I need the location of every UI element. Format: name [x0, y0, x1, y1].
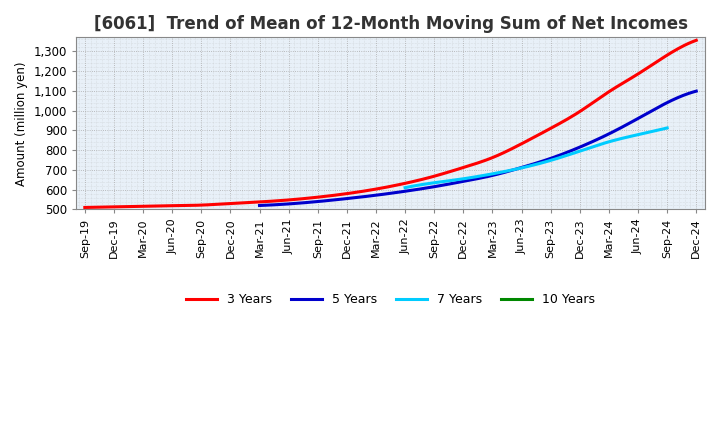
7 Years: [402, 185, 410, 190]
5 Years: [516, 165, 524, 171]
7 Years: [663, 125, 672, 131]
5 Years: [255, 203, 264, 208]
5 Years: [256, 203, 265, 208]
3 Years: [444, 169, 453, 175]
7 Years: [561, 153, 570, 158]
Title: [6061]  Trend of Mean of 12-Month Moving Sum of Net Incomes: [6061] Trend of Mean of 12-Month Moving …: [94, 15, 688, 33]
7 Years: [621, 135, 630, 140]
5 Years: [651, 106, 660, 111]
7 Years: [639, 131, 647, 136]
Y-axis label: Amount (million yen): Amount (million yen): [15, 61, 28, 186]
5 Years: [692, 88, 701, 94]
3 Years: [692, 38, 701, 43]
5 Years: [514, 166, 523, 171]
3 Years: [83, 205, 91, 210]
Line: 5 Years: 5 Years: [259, 91, 696, 205]
3 Years: [455, 166, 464, 172]
Line: 3 Years: 3 Years: [85, 40, 696, 208]
5 Years: [523, 163, 531, 169]
7 Years: [557, 154, 565, 160]
Legend: 3 Years, 5 Years, 7 Years, 10 Years: 3 Years, 5 Years, 7 Years, 10 Years: [181, 288, 600, 311]
5 Years: [624, 121, 632, 127]
7 Years: [556, 155, 564, 160]
3 Years: [635, 71, 644, 76]
Line: 7 Years: 7 Years: [405, 128, 667, 188]
3 Years: [443, 170, 451, 175]
3 Years: [81, 205, 89, 210]
7 Years: [401, 185, 410, 191]
3 Years: [596, 95, 605, 100]
